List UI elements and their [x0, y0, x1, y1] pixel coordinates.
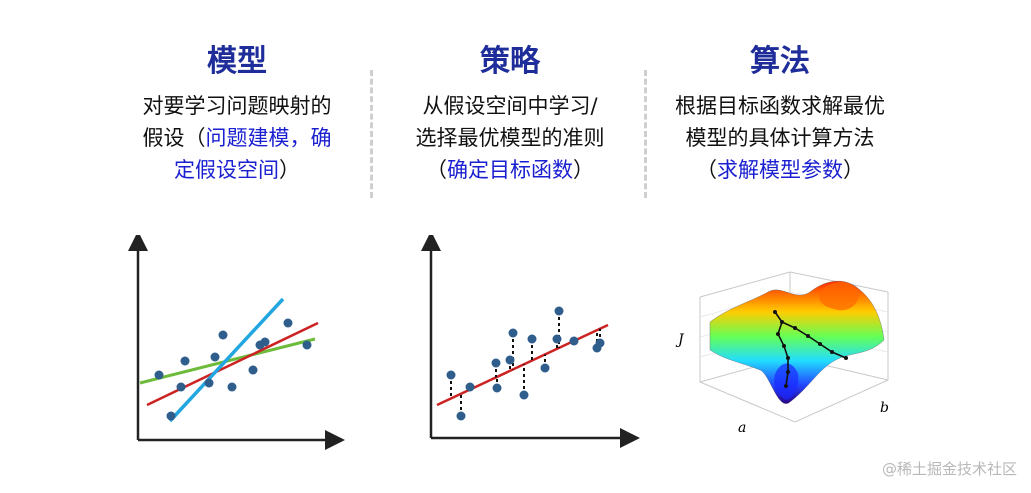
data-point	[218, 330, 228, 340]
fit-line-red	[146, 321, 319, 407]
data-point	[540, 363, 550, 373]
desc-text: ）	[843, 158, 864, 182]
desc-text: 从假设空间中学习/	[422, 94, 598, 118]
desc-text: ）	[573, 158, 594, 182]
desc-line: 从假设空间中学习/	[390, 90, 630, 122]
column-strategy: 策略 从假设空间中学习/ 选择最优模型的准则 （确定目标函数）	[390, 40, 630, 186]
title-model: 模型	[207, 44, 267, 79]
desc-text: 对要学习问题映射的	[142, 94, 332, 118]
data-point	[260, 337, 270, 347]
data-point	[527, 334, 537, 344]
data-point	[492, 383, 502, 393]
column-divider	[370, 70, 373, 198]
data-point	[552, 334, 562, 344]
data-point	[248, 365, 258, 375]
descent-step	[818, 342, 822, 346]
data-point	[154, 370, 164, 380]
data-point	[446, 370, 456, 380]
desc-text: 选择最优模型的准则	[415, 126, 605, 150]
data-point	[595, 338, 605, 348]
desc-highlight: 确定目标函数	[447, 158, 573, 182]
column-model: 模型 对要学习问题映射的 假设（问题建模，确 定假设空间）	[112, 40, 362, 186]
descent-step	[806, 334, 810, 338]
loss-surface	[709, 281, 885, 404]
data-point	[210, 352, 220, 362]
title-algorithm: 算法	[750, 44, 810, 79]
descent-step	[793, 326, 797, 330]
desc-highlight: 问题建模，确	[205, 126, 332, 150]
data-point	[508, 328, 518, 338]
data-point	[465, 382, 475, 392]
fit-line-red	[436, 323, 609, 407]
data-point	[180, 356, 190, 366]
column-algorithm: 算法 根据目标函数求解最优 模型的具体计算方法 （求解模型参数）	[655, 40, 905, 186]
descent-step	[786, 356, 790, 360]
loss-surface-3d-plot: J a b	[675, 271, 889, 436]
desc-line: （确定目标函数）	[390, 154, 630, 186]
desc-text: 假设（	[142, 126, 206, 150]
descent-step	[780, 320, 784, 324]
desc-strategy: 从假设空间中学习/ 选择最优模型的准则 （确定目标函数）	[390, 90, 630, 186]
desc-algorithm: 根据目标函数求解最优 模型的具体计算方法 （求解模型参数）	[655, 90, 905, 186]
surface-peak	[819, 281, 859, 311]
data-point	[554, 306, 564, 316]
desc-line: 假设（问题建模，确	[112, 122, 362, 154]
data-point	[283, 318, 293, 328]
desc-text: 模型的具体计算方法	[685, 126, 875, 150]
desc-line: （求解模型参数）	[655, 154, 905, 186]
data-point	[505, 355, 515, 365]
descent-step	[773, 310, 777, 314]
descent-step	[786, 370, 790, 374]
desc-highlight: 求解模型参数	[717, 158, 843, 182]
data-point	[176, 382, 186, 392]
desc-line: 模型的具体计算方法	[655, 122, 905, 154]
column-divider	[644, 70, 647, 198]
desc-highlight: 定假设空间	[174, 158, 279, 182]
desc-line: 选择最优模型的准则	[390, 122, 630, 154]
data-point	[456, 411, 466, 421]
desc-text: （	[426, 158, 447, 182]
residual-scatter-plot	[421, 235, 640, 448]
desc-model: 对要学习问题映射的 假设（问题建模，确 定假设空间）	[112, 90, 362, 186]
desc-line: 定假设空间）	[112, 154, 362, 186]
desc-text: 根据目标函数求解最优	[675, 94, 885, 118]
data-point	[204, 378, 214, 388]
descent-step	[776, 332, 780, 336]
data-point	[166, 411, 176, 421]
data-point	[491, 358, 501, 368]
data-point	[227, 382, 237, 392]
watermark: @稀土掘金技术社区	[881, 460, 1017, 478]
desc-line: 根据目标函数求解最优	[655, 90, 905, 122]
x-axis-label: a	[738, 420, 746, 436]
descent-step	[784, 384, 788, 388]
z-axis-label: J	[675, 332, 685, 348]
descent-path-2	[781, 321, 847, 359]
desc-text: ）	[279, 158, 300, 182]
data-point	[302, 340, 312, 350]
data-point	[519, 390, 529, 400]
hypothesis-scatter-plot	[128, 235, 345, 450]
data-point	[569, 336, 579, 346]
title-strategy: 策略	[480, 44, 540, 79]
desc-text: （	[696, 158, 717, 182]
fit-line-blue	[168, 297, 285, 423]
descent-step	[830, 350, 834, 354]
desc-line: 对要学习问题映射的	[112, 90, 362, 122]
descent-step	[782, 344, 786, 348]
descent-step	[844, 356, 848, 360]
y-axis-label: b	[880, 400, 889, 416]
